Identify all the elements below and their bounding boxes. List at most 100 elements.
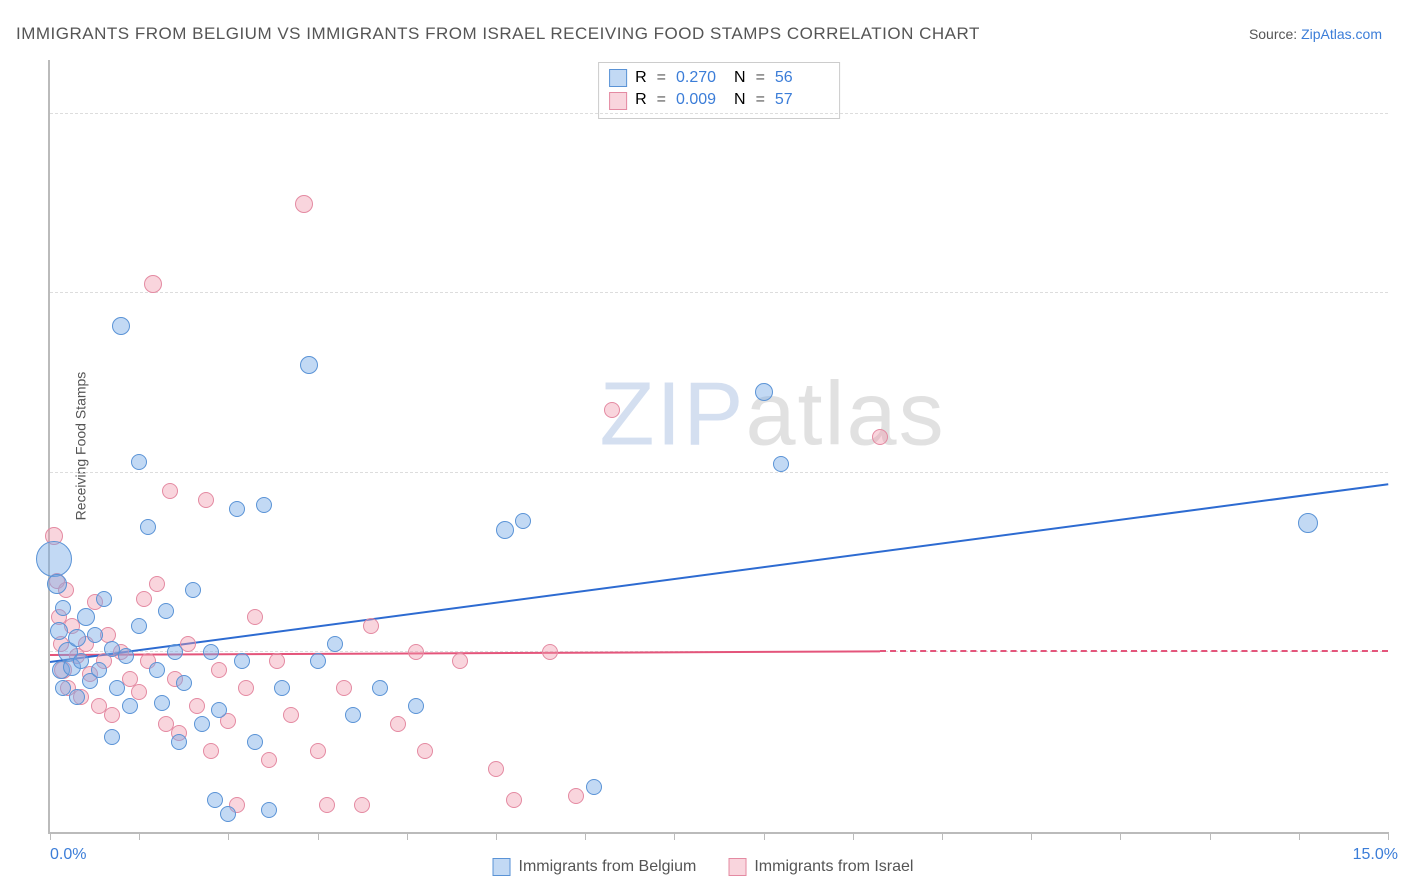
data-point-israel bbox=[506, 792, 522, 808]
chart-plot-area: ZIPatlas 0.0% 15.0% R = 0.270 N = 56 R =… bbox=[48, 60, 1388, 834]
x-tick bbox=[139, 832, 140, 840]
data-point-israel bbox=[452, 653, 468, 669]
x-tick bbox=[318, 832, 319, 840]
chart-title: IMMIGRANTS FROM BELGIUM VS IMMIGRANTS FR… bbox=[16, 24, 980, 44]
x-tick bbox=[1031, 832, 1032, 840]
stats-legend-box: R = 0.270 N = 56 R = 0.009 N = 57 bbox=[598, 62, 840, 119]
data-point-belgium bbox=[773, 456, 789, 472]
legend-item-israel: Immigrants from Israel bbox=[728, 858, 913, 876]
data-point-belgium bbox=[300, 356, 318, 374]
data-point-israel bbox=[604, 402, 620, 418]
x-tick bbox=[228, 832, 229, 840]
data-point-israel bbox=[189, 698, 205, 714]
data-point-belgium bbox=[140, 519, 156, 535]
data-point-belgium bbox=[220, 806, 236, 822]
swatch-israel bbox=[609, 92, 627, 110]
trendline-extension bbox=[880, 650, 1388, 652]
gridline bbox=[50, 292, 1388, 293]
x-tick bbox=[764, 832, 765, 840]
data-point-belgium bbox=[261, 802, 277, 818]
r-label: R bbox=[635, 89, 647, 111]
watermark-atlas: atlas bbox=[745, 365, 945, 465]
equals-sign: = bbox=[657, 67, 666, 89]
x-tick bbox=[674, 832, 675, 840]
source-label: Source: bbox=[1249, 26, 1301, 42]
data-point-belgium bbox=[496, 521, 514, 539]
data-point-belgium bbox=[154, 695, 170, 711]
data-point-belgium bbox=[167, 644, 183, 660]
data-point-israel bbox=[131, 684, 147, 700]
data-point-israel bbox=[568, 788, 584, 804]
watermark-zip: ZIP bbox=[599, 365, 745, 465]
source-attribution: Source: ZipAtlas.com bbox=[1249, 26, 1382, 42]
data-point-israel bbox=[203, 743, 219, 759]
data-point-belgium bbox=[77, 608, 95, 626]
data-point-belgium bbox=[122, 698, 138, 714]
data-point-belgium bbox=[69, 689, 85, 705]
data-point-belgium bbox=[91, 662, 107, 678]
swatch-belgium bbox=[609, 69, 627, 87]
r-value-belgium: 0.270 bbox=[676, 67, 726, 89]
data-point-belgium bbox=[515, 513, 531, 529]
data-point-israel bbox=[283, 707, 299, 723]
data-point-israel bbox=[417, 743, 433, 759]
equals-sign: = bbox=[756, 89, 765, 111]
n-label: N bbox=[734, 67, 746, 89]
data-point-belgium bbox=[176, 675, 192, 691]
data-point-belgium bbox=[47, 574, 67, 594]
x-tick bbox=[496, 832, 497, 840]
source-link[interactable]: ZipAtlas.com bbox=[1301, 26, 1382, 42]
data-point-belgium bbox=[131, 618, 147, 634]
x-axis-start-label: 0.0% bbox=[50, 846, 86, 864]
data-point-israel bbox=[144, 275, 162, 293]
legend-label-belgium: Immigrants from Belgium bbox=[519, 858, 697, 876]
data-point-belgium bbox=[118, 648, 134, 664]
x-axis-end-label: 15.0% bbox=[1353, 846, 1398, 864]
data-point-belgium bbox=[104, 729, 120, 745]
data-point-israel bbox=[149, 576, 165, 592]
r-label: R bbox=[635, 67, 647, 89]
data-point-israel bbox=[354, 797, 370, 813]
gridline bbox=[50, 113, 1388, 114]
n-label: N bbox=[734, 89, 746, 111]
data-point-belgium bbox=[203, 644, 219, 660]
data-point-belgium bbox=[327, 636, 343, 652]
trendline bbox=[50, 484, 1388, 664]
data-point-belgium bbox=[36, 541, 72, 577]
data-point-israel bbox=[390, 716, 406, 732]
data-point-belgium bbox=[234, 653, 250, 669]
data-point-belgium bbox=[194, 716, 210, 732]
data-point-belgium bbox=[73, 653, 89, 669]
data-point-belgium bbox=[310, 653, 326, 669]
data-point-israel bbox=[872, 429, 888, 445]
data-point-belgium bbox=[207, 792, 223, 808]
data-point-belgium bbox=[68, 629, 86, 647]
data-point-israel bbox=[261, 752, 277, 768]
x-tick bbox=[942, 832, 943, 840]
data-point-israel bbox=[542, 644, 558, 660]
data-point-belgium bbox=[256, 497, 272, 513]
x-tick bbox=[1120, 832, 1121, 840]
data-point-belgium bbox=[55, 600, 71, 616]
data-point-belgium bbox=[211, 702, 227, 718]
r-value-israel: 0.009 bbox=[676, 89, 726, 111]
bottom-legend: Immigrants from Belgium Immigrants from … bbox=[493, 858, 914, 876]
data-point-belgium bbox=[185, 582, 201, 598]
x-tick bbox=[1210, 832, 1211, 840]
data-point-israel bbox=[136, 591, 152, 607]
data-point-belgium bbox=[1298, 513, 1318, 533]
data-point-israel bbox=[162, 483, 178, 499]
n-value-belgium: 56 bbox=[775, 67, 825, 89]
data-point-belgium bbox=[96, 591, 112, 607]
data-point-belgium bbox=[131, 454, 147, 470]
legend-label-israel: Immigrants from Israel bbox=[754, 858, 913, 876]
data-point-belgium bbox=[345, 707, 361, 723]
data-point-israel bbox=[363, 618, 379, 634]
swatch-israel bbox=[728, 858, 746, 876]
data-point-belgium bbox=[50, 622, 68, 640]
data-point-israel bbox=[104, 707, 120, 723]
data-point-belgium bbox=[586, 779, 602, 795]
data-point-belgium bbox=[112, 317, 130, 335]
data-point-israel bbox=[310, 743, 326, 759]
data-point-belgium bbox=[247, 734, 263, 750]
